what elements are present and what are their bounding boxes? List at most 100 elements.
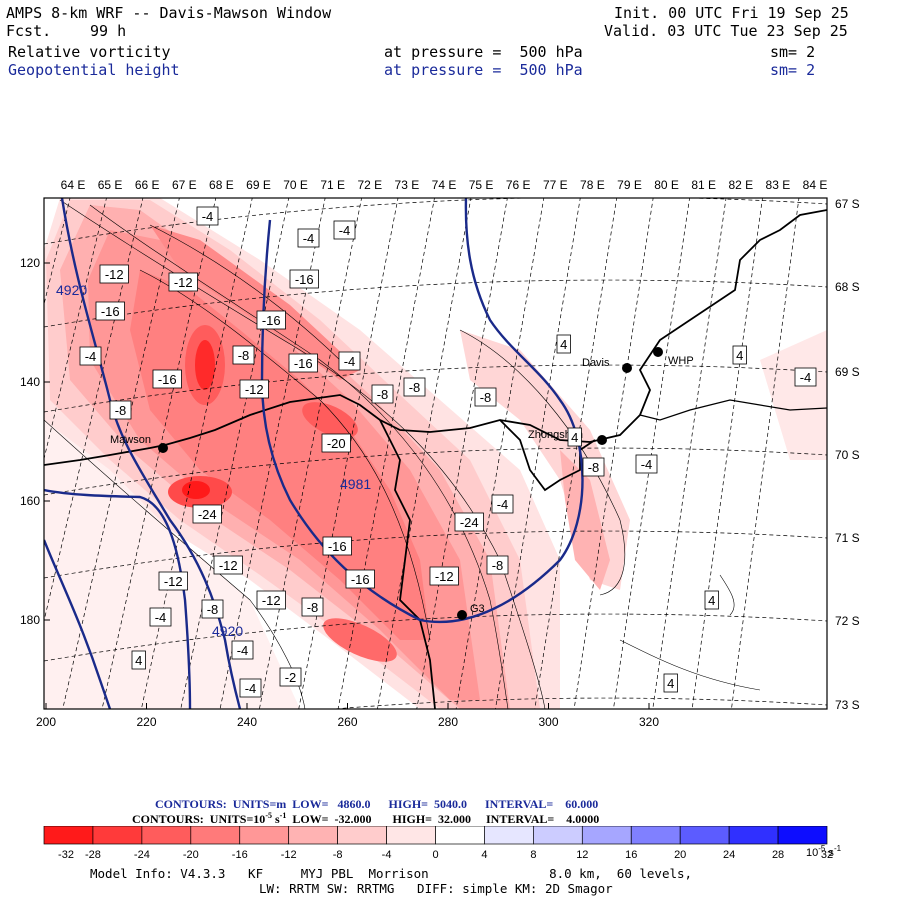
model-info-line2: LW: RRTM SW: RRTMG DIFF: simple KM: 2D S… (259, 881, 613, 896)
svg-text:-4: -4 (800, 370, 812, 385)
vorticity-label: -12 (256, 590, 286, 610)
forecast-hour: 99 h (90, 22, 127, 40)
lon-label: 82 E (728, 178, 753, 192)
vorticity-label: -24 (192, 504, 222, 524)
station-marker-g3[interactable] (457, 610, 467, 620)
lon-label: 64 E (61, 178, 86, 192)
height-label: 4920 (212, 623, 243, 639)
height-contour-info: CONTOURS: UNITS=m LOW= 4860.0 HIGH= 5040… (155, 797, 599, 811)
svg-text:4: 4 (560, 337, 567, 352)
vorticity-label: -16 (289, 269, 319, 289)
station-marker-zhongshan[interactable] (597, 435, 607, 445)
vorticity-label: 4 (556, 334, 571, 354)
vorticity-label: -4 (635, 454, 658, 474)
vorticity-label: -8 (109, 400, 132, 420)
svg-text:-8: -8 (480, 390, 492, 405)
y-tick-label: 120 (20, 256, 40, 270)
x-tick-label: 280 (438, 715, 458, 729)
svg-text:-4: -4 (303, 231, 315, 246)
lon-label: 67 E (172, 178, 197, 192)
vorticity-label: -24 (454, 512, 484, 532)
svg-text:-8: -8 (377, 387, 389, 402)
lon-label: 74 E (432, 178, 457, 192)
lon-label: 81 E (691, 178, 716, 192)
lat-label: 69 S (835, 365, 860, 379)
svg-text:-16: -16 (295, 272, 314, 287)
colorbar-swatch (386, 826, 436, 845)
svg-text:-12: -12 (164, 574, 183, 589)
svg-text:-12: -12 (174, 275, 193, 290)
vorticity-label: -12 (239, 379, 269, 399)
lat-label: 67 S (835, 197, 860, 211)
x-tick-label: 220 (136, 715, 156, 729)
colorbar-swatch (777, 826, 828, 845)
stations (158, 347, 663, 620)
lon-label: 78 E (580, 178, 605, 192)
vorticity-label: -12 (168, 272, 198, 292)
vorticity-label: 4 (704, 590, 719, 610)
vorticity-label: 4 (567, 427, 582, 447)
vorticity-label: -16 (256, 310, 286, 330)
station-label: WHP (668, 355, 694, 367)
vorticity-label: -12 (213, 555, 243, 575)
colorbar-label: 24 (723, 849, 735, 861)
svg-text:-4: -4 (245, 681, 257, 696)
height-label: 4981 (340, 476, 371, 492)
station-label: Davis (582, 357, 610, 369)
y-tick-label: 180 (20, 613, 40, 627)
colorbar-swatch (337, 826, 387, 845)
lon-label: 76 E (506, 178, 531, 192)
lon-label: 66 E (135, 178, 160, 192)
svg-text:-4: -4 (497, 497, 509, 512)
svg-text:-8: -8 (238, 348, 250, 363)
lon-label: 83 E (766, 178, 791, 192)
station-marker-davis[interactable] (622, 363, 632, 373)
svg-text:-20: -20 (327, 436, 346, 451)
vort-units-a: CONTOURS: UNITS=10 (132, 812, 266, 826)
vorticity-label: -8 (201, 599, 224, 619)
colorbar-swatch (288, 826, 338, 845)
colorbar-swatch (190, 826, 241, 845)
colorbar-swatch (630, 826, 681, 845)
colorbar-swatch (239, 826, 290, 845)
station-marker-mawson[interactable] (158, 443, 168, 453)
svg-text:-8: -8 (409, 380, 421, 395)
vorticity-label: -12 (158, 571, 188, 591)
field1-smoothing: sm= 2 (770, 43, 816, 61)
colorbar-label: -12 (281, 849, 297, 861)
vorticity-label: 4 (732, 345, 747, 365)
field1-name: Relative vorticity (8, 43, 171, 61)
svg-text:-12: -12 (435, 569, 454, 584)
vorticity-label: -4 (297, 228, 320, 248)
svg-text:-24: -24 (460, 515, 479, 530)
lon-label: 72 E (357, 178, 382, 192)
colorbar-label: 8 (530, 849, 536, 861)
colorbar-label: -16 (232, 849, 248, 861)
svg-text:-16: -16 (328, 539, 347, 554)
lon-label: 68 E (209, 178, 234, 192)
svg-text:-4: -4 (202, 209, 214, 224)
lat-label: 71 S (835, 531, 860, 545)
station-marker-whp[interactable] (653, 347, 663, 357)
vorticity-label: -8 (486, 555, 509, 575)
svg-text:-8: -8 (588, 460, 600, 475)
colorbar-swatch (533, 826, 583, 845)
field2-level: at pressure = 500 hPa (384, 61, 583, 79)
vorticity-label: -4 (333, 220, 356, 240)
svg-text:-12: -12 (262, 593, 281, 608)
vorticity-label: -16 (322, 536, 352, 556)
svg-text:-2: -2 (285, 670, 297, 685)
colorbar-label: -20 (183, 849, 199, 861)
x-tick-label: 200 (36, 715, 56, 729)
colorbar-swatch (92, 826, 143, 845)
lon-label: 80 E (654, 178, 679, 192)
svg-text:-4: -4 (85, 349, 97, 364)
svg-text:-16: -16 (262, 313, 281, 328)
vorticity-label: -4 (149, 607, 172, 627)
lon-label: 75 E (469, 178, 494, 192)
vorticity-label: -16 (95, 301, 125, 321)
colorbar: -28 -24 -20 -16 -12 -8 -4 0 4 8 12 16 20 24 28 32 -32 10-… (43, 826, 842, 861)
lon-label: 71 E (320, 178, 345, 192)
lon-label: 84 E (803, 178, 828, 192)
svg-text:-16: -16 (101, 304, 120, 319)
